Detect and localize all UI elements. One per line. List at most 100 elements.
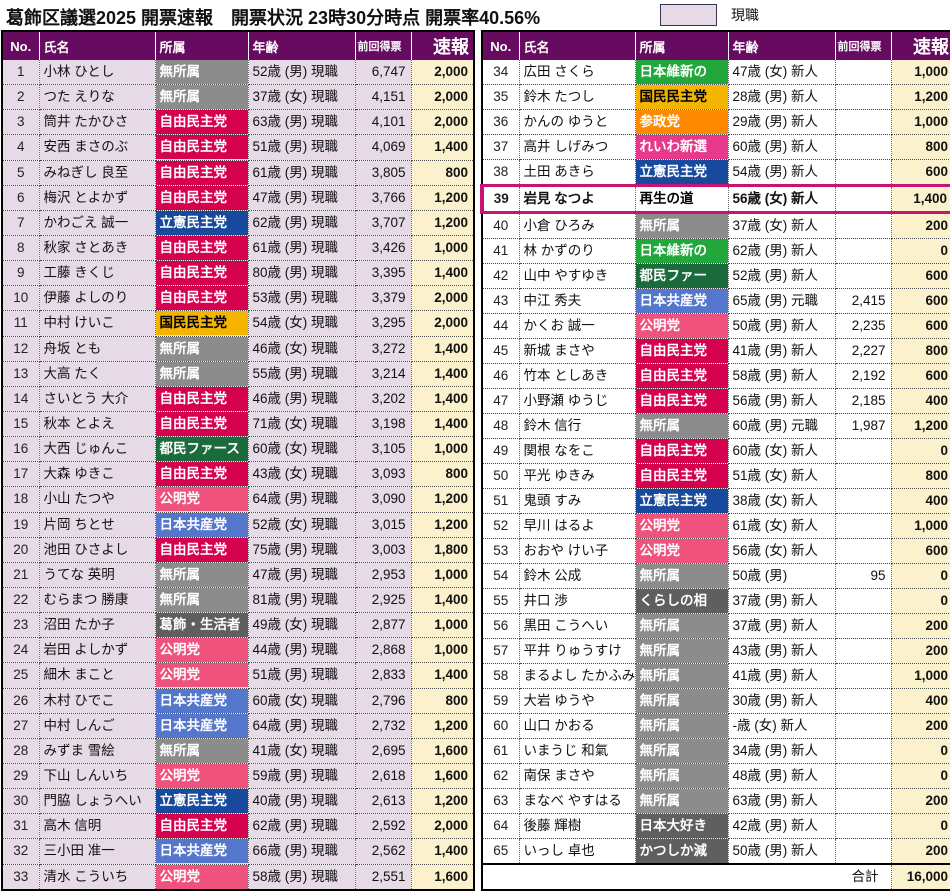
current-votes: 1,400 <box>411 411 474 438</box>
candidate-age: 51歳 (男) 現職 <box>248 662 356 689</box>
candidate-no: 55 <box>482 588 520 614</box>
prev-votes: 6,747 <box>355 60 412 86</box>
party-badge: 立憲民主党 <box>155 789 247 813</box>
party-badge: 無所属 <box>155 336 247 361</box>
candidate-name: 沼田 たか子 <box>39 612 156 639</box>
candidate-name: 新城 まさや <box>519 338 636 364</box>
party-badge: 無所属 <box>635 714 727 738</box>
prev-votes: 2,185 <box>835 388 892 414</box>
candidate-name: 舟坂 とも <box>39 336 156 362</box>
prev-votes <box>835 638 892 664</box>
candidate-name: 山口 かおる <box>519 713 636 739</box>
current-votes: 200 <box>891 638 950 664</box>
table-row: 19 片岡 ちとせ 日本共産党 52歳 (女) 現職 3,015 1,200 <box>2 512 474 538</box>
candidate-no: 22 <box>2 587 40 614</box>
prev-votes <box>835 238 892 264</box>
current-votes: 1,000 <box>411 612 474 639</box>
party-badge: 公明党 <box>155 663 247 688</box>
header-row: No. 氏名 所属 年齢 前回得票 速報 <box>2 31 474 60</box>
table-row: 35 鈴木 たつし 国民民主党 28歳 (男) 新人 1,200 <box>482 84 950 110</box>
table-row: 51 鬼頭 すみ 立憲民主党 38歳 (女) 新人 400 <box>482 488 950 514</box>
party-badge: 都民ファー <box>635 264 727 288</box>
current-votes: 200 <box>891 713 950 739</box>
candidate-no: 7 <box>2 210 40 236</box>
current-votes: 1,200 <box>411 185 474 211</box>
incumbent-legend-label: 現職 <box>731 7 759 23</box>
table-row: 25 細木 まこと 公明党 51歳 (男) 現職 2,833 1,400 <box>2 662 474 689</box>
current-votes: 1,400 <box>411 662 474 689</box>
current-votes: 2,000 <box>411 310 474 337</box>
party-cell: 立憲民主党 <box>155 788 249 815</box>
table-row: 29 下山 しんいち 公明党 59歳 (男) 現職 2,618 1,600 <box>2 763 474 790</box>
party-cell: 自由民主党 <box>155 109 249 136</box>
tables-container: No. 氏名 所属 年齢 前回得票 速報 1 小林 ひとし 無所属 52歳 (男) 現… <box>0 30 950 891</box>
candidate-age: 71歳 (女) 現職 <box>248 411 356 438</box>
table-row: 33 清水 こういち 公明党 58歳 (男) 現職 2,551 1,600 <box>2 864 474 890</box>
candidate-name: 大森 ゆきこ <box>39 461 156 488</box>
table-row: 16 大西 じゅんこ 都民ファース 60歳 (女) 現職 3,105 1,000 <box>2 436 474 463</box>
prev-votes: 3,093 <box>355 461 412 488</box>
table-row: 24 岩田 よしかず 公明党 44歳 (男) 現職 2,868 1,000 <box>2 637 474 664</box>
table-row: 17 大森 ゆきこ 自由民主党 43歳 (女) 現職 3,093 800 <box>2 461 474 488</box>
party-cell: 都民ファー <box>635 263 729 289</box>
party-cell: 日本大好き <box>635 813 729 839</box>
candidate-name: いまうじ 和氣 <box>519 738 636 764</box>
party-badge: 公明党 <box>635 539 727 563</box>
candidate-name: 小山 たつや <box>39 486 156 513</box>
party-badge: くらしの相 <box>635 589 727 613</box>
candidate-no: 57 <box>482 638 520 664</box>
candidate-no: 63 <box>482 788 520 814</box>
prev-votes: 2,833 <box>355 662 412 689</box>
candidate-no: 6 <box>2 185 40 211</box>
candidate-name: むらまつ 勝康 <box>39 587 156 614</box>
candidate-name: 梅沢 とよかず <box>39 185 156 211</box>
current-votes: 1,400 <box>891 184 950 214</box>
candidate-name: 大岩 ゆうや <box>519 688 636 714</box>
prev-votes <box>835 588 892 614</box>
table-row: 48 鈴木 信行 無所属 60歳 (男) 元職 1,987 1,200 <box>482 413 950 439</box>
party-cell: 都民ファース <box>155 436 249 463</box>
candidate-name: まるよし たかふみ <box>519 663 636 689</box>
col-header-name: 氏名 <box>519 31 636 60</box>
current-votes: 1,200 <box>891 84 950 110</box>
party-badge: 都民ファース <box>155 437 247 461</box>
party-cell: 無所属 <box>155 60 249 86</box>
party-cell: 自由民主党 <box>155 537 249 563</box>
prev-votes <box>835 663 892 689</box>
party-badge: 立憲民主党 <box>635 489 727 513</box>
candidate-age: 40歳 (男) 現職 <box>248 788 356 815</box>
prev-votes: 3,295 <box>355 310 412 337</box>
current-votes: 0 <box>891 738 950 764</box>
candidate-age: 49歳 (女) 現職 <box>248 612 356 639</box>
col-header-sokuho: 速報 <box>411 31 474 60</box>
candidate-name: 鈴木 たつし <box>519 84 636 110</box>
party-badge: かつしか減 <box>635 839 727 863</box>
table-row: 31 高木 信明 自由民主党 62歳 (男) 現職 2,592 2,000 <box>2 813 474 840</box>
candidate-no: 8 <box>2 235 40 262</box>
candidate-no: 47 <box>482 388 520 414</box>
candidate-no: 18 <box>2 486 40 513</box>
party-cell: 日本共産党 <box>155 713 249 739</box>
prev-votes: 3,805 <box>355 160 412 186</box>
current-votes: 1,400 <box>411 587 474 614</box>
party-badge: 立憲民主党 <box>635 160 727 184</box>
current-votes: 1,400 <box>411 134 474 161</box>
party-badge: 自由民主党 <box>635 464 727 488</box>
candidate-age: 61歳 (男) 現職 <box>248 235 356 262</box>
candidate-age: 51歳 (男) 現職 <box>248 134 356 161</box>
prev-votes: 2,618 <box>355 763 412 790</box>
table-row: 52 早川 はるよ 公明党 61歳 (女) 新人 1,000 <box>482 513 950 539</box>
current-votes: 0 <box>891 438 950 464</box>
party-badge: 無所属 <box>635 689 727 713</box>
table-row: 41 林 かずのり 日本維新の 62歳 (男) 新人 0 <box>482 238 950 264</box>
candidate-no: 34 <box>482 60 520 85</box>
party-cell: 立憲民主党 <box>155 210 249 236</box>
current-votes: 800 <box>891 463 950 489</box>
current-votes: 0 <box>891 813 950 839</box>
candidate-no: 33 <box>2 864 40 890</box>
candidate-name: みねぎし 良至 <box>39 160 156 186</box>
party-cell: 無所属 <box>635 738 729 764</box>
candidate-age: 56歳 (男) 新人 <box>728 388 836 414</box>
party-cell: 無所属 <box>635 763 729 789</box>
current-votes: 1,400 <box>411 361 474 387</box>
